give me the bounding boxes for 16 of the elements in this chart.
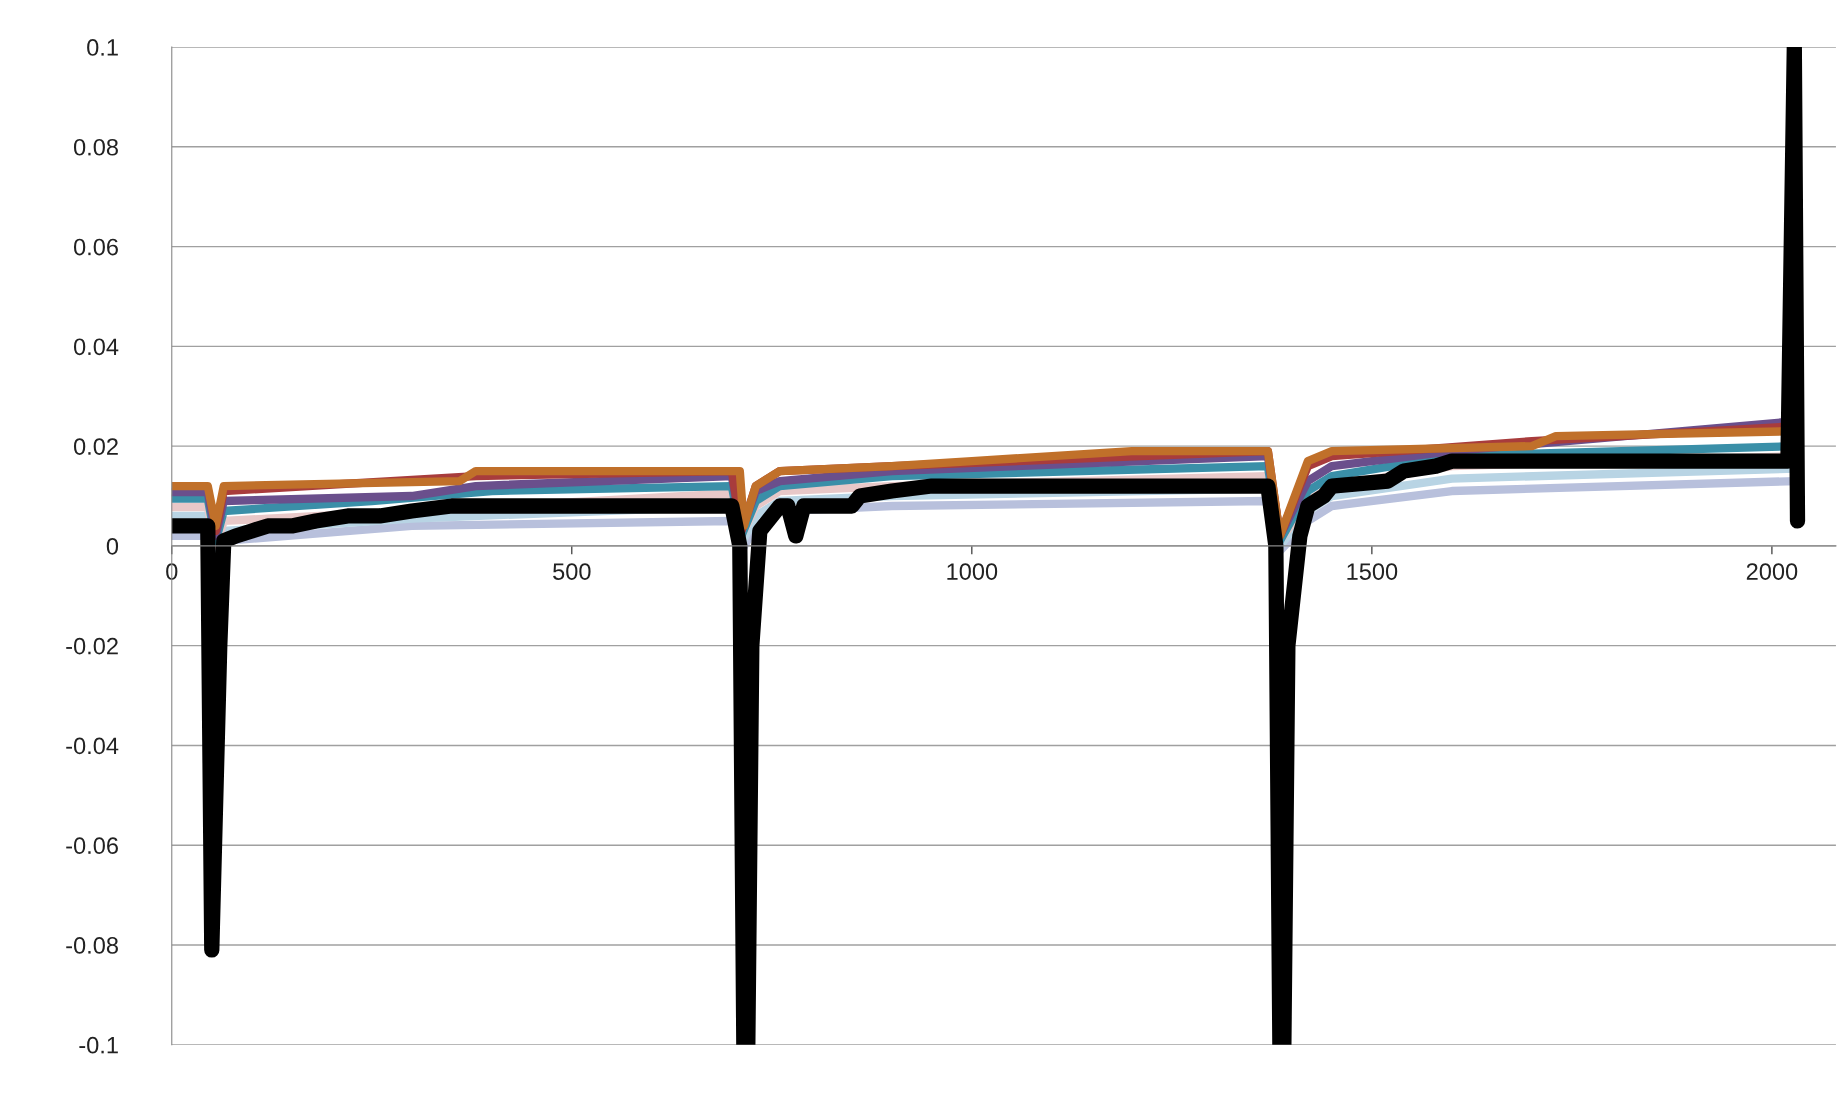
y-tick-label: 0 bbox=[106, 537, 119, 555]
y-tick-label: 0.1 bbox=[87, 39, 118, 56]
x-tick-label: 0 bbox=[166, 563, 178, 580]
y-tick-label: -0.08 bbox=[66, 937, 118, 954]
x-tick-label: 1500 bbox=[1347, 563, 1398, 580]
y-tick-label: 0.06 bbox=[73, 238, 118, 256]
y-tick-label: -0.02 bbox=[66, 637, 118, 655]
x-tick-label: 2000 bbox=[1746, 563, 1798, 580]
y-tick-label: 0.04 bbox=[73, 338, 119, 356]
x-tick-label: 1000 bbox=[947, 563, 998, 580]
x-tick-label: 500 bbox=[553, 563, 591, 580]
y-tick-label: 0.08 bbox=[73, 138, 118, 156]
y-tick-label: -0.06 bbox=[66, 837, 118, 855]
y-tick-label: -0.1 bbox=[79, 1036, 118, 1054]
y-tick-label: -0.04 bbox=[66, 737, 119, 755]
y-tick-label: 0.02 bbox=[73, 438, 118, 455]
